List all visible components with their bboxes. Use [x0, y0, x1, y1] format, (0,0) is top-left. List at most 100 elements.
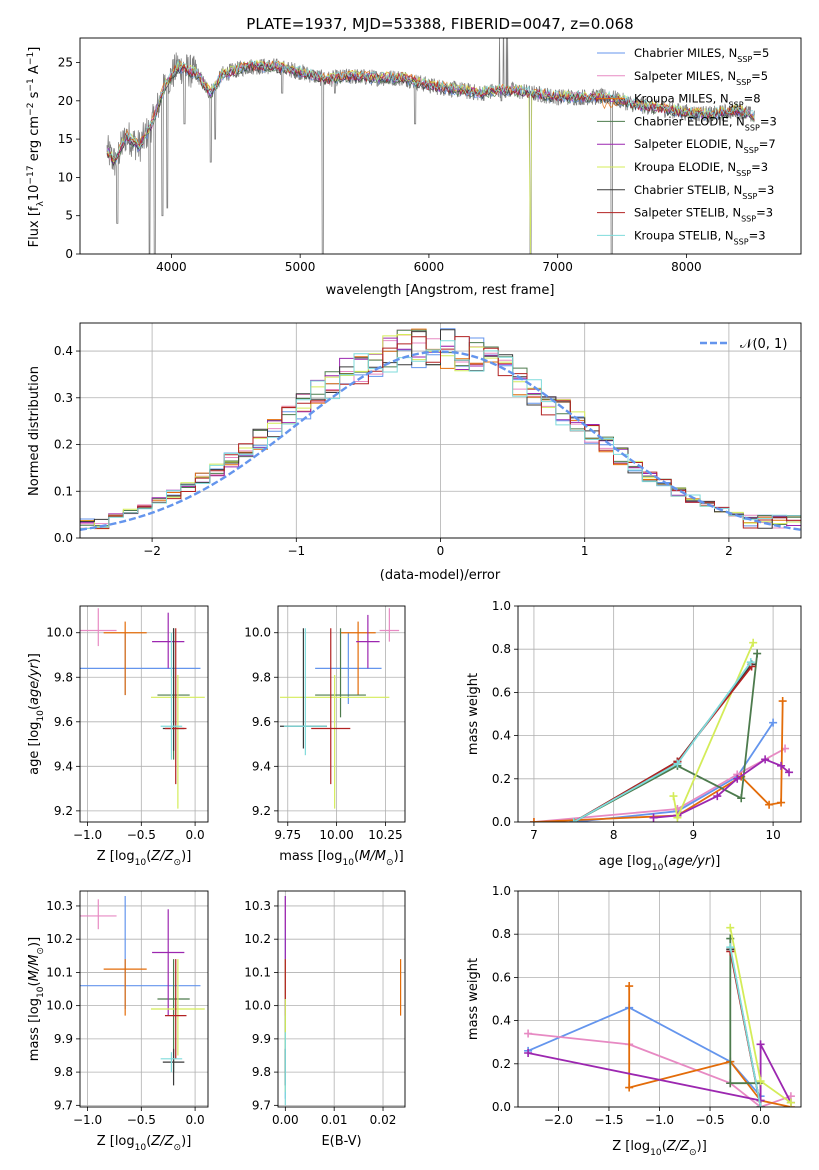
- label-part: )]: [181, 849, 191, 864]
- panel-age-vs-Z: −1.0 −0.5 0.0 9.2 9.4 9.6 9.8 10.0: [46, 605, 209, 842]
- y-tick-label: 9.9: [54, 1032, 73, 1046]
- x-tick-label: 10.00: [319, 828, 353, 842]
- label-part: Salpeter STELIB, N: [634, 206, 741, 220]
- x-axis-label: E(B-V): [321, 1134, 361, 1149]
- x-axis-label: wavelength [Angstrom, rest frame]: [326, 283, 555, 298]
- label-part: =7: [759, 137, 776, 151]
- y-axis-label: Flux [fλ10−17 erg cm−2 s−1 A−1]: [26, 47, 46, 248]
- plot-area: [279, 608, 400, 809]
- label-part: =3: [756, 206, 773, 220]
- y-axis-label: mass [log10(M/M⊙)]: [27, 937, 46, 1061]
- label-part: (: [146, 1134, 151, 1149]
- label-part: 10: [650, 1148, 662, 1158]
- plus-marker: [524, 1029, 533, 1038]
- label-part: 10: [135, 858, 147, 868]
- label-part: (: [354, 849, 359, 864]
- label-part: λ: [36, 201, 46, 207]
- x-tick-label: 10.25: [368, 828, 402, 842]
- y-tick-label: 9.7: [54, 1098, 73, 1112]
- legend-label: Salpeter MILES, NSSP=5: [634, 69, 768, 87]
- label-part: ⊙: [174, 858, 182, 868]
- label-part: ⊙: [689, 1148, 697, 1158]
- label-part: =3: [757, 183, 774, 197]
- label-part: 10: [27, 185, 42, 202]
- plus-marker: [726, 923, 735, 932]
- label-part: A: [27, 65, 42, 78]
- y-tick-label: 0.0: [492, 1100, 511, 1114]
- plus-marker: [756, 1040, 765, 1049]
- label-part: )]: [27, 653, 42, 663]
- label-part: 10: [36, 986, 46, 998]
- x-tick-label: 8000: [671, 260, 702, 274]
- y-tick-label: 9.8: [252, 1065, 271, 1079]
- label-part: ⊙: [386, 858, 394, 868]
- label-part: =3: [760, 114, 777, 128]
- y-tick-label: 0.1: [54, 484, 73, 498]
- x-tick-label: 5000: [285, 260, 316, 274]
- x-tick-label: −0.5: [127, 828, 156, 842]
- plus-marker: [669, 792, 678, 801]
- label-part: E(B-V): [321, 1134, 361, 1149]
- axes-frame: [517, 605, 802, 823]
- label-part: )]: [697, 1139, 707, 1154]
- plus-marker: [726, 943, 735, 952]
- plus-marker: [786, 1098, 795, 1107]
- panel-age-vs-mass: 9.75 10.00 10.25 9.2 9.4 9.6 9.8 10.0: [244, 605, 406, 842]
- x-tick-label: −0.5: [695, 1113, 724, 1127]
- plus-marker: [529, 818, 538, 822]
- chart-title: PLATE=1937, MJD=53388, FIBERID=0047, z=0…: [246, 15, 633, 33]
- label-part: Kroupa STELIB, N: [634, 228, 734, 242]
- axes-frame: [277, 605, 406, 823]
- label-part: =5: [752, 46, 769, 60]
- y-tick-label: 10.1: [244, 965, 271, 979]
- label-part: 10: [342, 858, 354, 868]
- label-part: (: [27, 705, 42, 710]
- y-tick-label: 0.8: [492, 927, 511, 941]
- label-part: SSP: [737, 55, 752, 64]
- x-axis-label: mass [log10(M/M⊙)]: [279, 849, 403, 868]
- x-tick-label: −1.0: [73, 828, 102, 842]
- y-tick-label: 5: [65, 209, 73, 223]
- x-tick-label: −1.0: [645, 1113, 674, 1127]
- plus-marker: [749, 638, 758, 647]
- label-part: Kroupa ELODIE, N: [634, 160, 736, 174]
- plus-marker: [777, 761, 786, 770]
- panel-mass-vs-Z: −1.0 −0.5 0.0 9.7 9.8 9.9 10.0 10.1 10.2 10.3: [46, 890, 209, 1127]
- legend: 𝒩(0, 1): [700, 337, 787, 352]
- panel-residuals: −2 −1 0 1 2 0.0 0.1 0.2 0.3 0.4 𝒩(0, 1): [54, 322, 802, 558]
- x-tick-label: 9: [690, 828, 698, 842]
- y-tick-label: 10.3: [46, 899, 73, 913]
- plot-area: [529, 638, 794, 822]
- x-tick-label: 1: [581, 544, 589, 558]
- y-tick-label: 9.9: [252, 1032, 271, 1046]
- plus-marker: [726, 1079, 735, 1088]
- plus-marker: [733, 774, 742, 783]
- axes-frame: [79, 605, 209, 823]
- label-part: Flux [f: [27, 206, 42, 247]
- y-tick-label: 0.2: [54, 438, 73, 452]
- x-tick-label: 7000: [542, 260, 573, 274]
- y-axis-label: Normed distribution: [27, 366, 42, 496]
- model-spectrum: [106, 63, 755, 168]
- label-part: −1: [26, 78, 36, 91]
- plus-marker: [756, 1103, 765, 1107]
- plus-marker: [625, 982, 634, 991]
- label-part: age [log: [599, 854, 652, 869]
- y-tick-label: 0.4: [492, 729, 511, 743]
- label-part: age/yr: [669, 854, 712, 869]
- label-part: M/M: [27, 955, 42, 982]
- y-tick-label: 10.0: [46, 999, 73, 1013]
- y-tick-label: 9.4: [54, 759, 73, 773]
- label-part: Kroupa MILES, N: [634, 92, 729, 106]
- mass-weight-line: [729, 947, 762, 1107]
- label-part: Salpeter MILES, N: [634, 69, 736, 83]
- plot-area: [80, 608, 205, 809]
- x-tick-label: 9.75: [274, 828, 301, 842]
- plus-marker: [756, 1077, 765, 1086]
- panel-mass-weight-vs-Z: −2.0 −1.5 −1.0 −0.5 0.0 0.0 0.2 0.4 0.6 0.8 1.0: [492, 884, 802, 1127]
- mass-weight-line: [527, 1043, 792, 1104]
- x-tick-label: −2.0: [544, 1113, 573, 1127]
- label-part: age/yr: [27, 662, 42, 705]
- plus-marker: [673, 813, 682, 822]
